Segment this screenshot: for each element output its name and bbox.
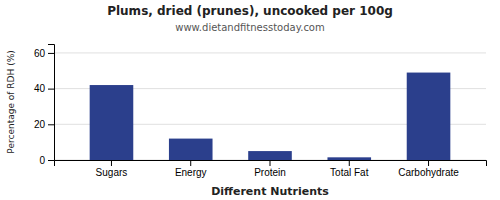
x-tick-mark	[111, 160, 112, 166]
x-tick-mark	[428, 160, 429, 166]
x-tick-label: Carbohydrate	[398, 167, 459, 178]
bar	[327, 157, 371, 160]
plot: Sugars Energy Protein Total Fat Carbohydrate…	[34, 45, 487, 179]
grid-line	[54, 52, 486, 53]
x-tick-label: Sugars	[96, 167, 128, 178]
subtitle: www.dietandfitnesstoday.com	[175, 22, 324, 33]
x-tick-label: Protein	[254, 167, 286, 178]
bar	[169, 139, 213, 160]
bar	[407, 73, 451, 160]
title: Plums, dried (prunes), uncooked per 100g	[107, 4, 393, 18]
y-tick: 0	[39, 155, 54, 166]
x-tick: Sugars	[96, 160, 128, 178]
x-tick-mark	[190, 160, 191, 166]
y-tick-mark	[48, 124, 54, 125]
y-tick: 40	[34, 83, 54, 94]
y-tick-label: 40	[34, 83, 46, 94]
x-tick: Carbohydrate	[398, 160, 459, 178]
y-axis: 0 20 40 60	[34, 45, 55, 166]
y-tick-mark	[48, 89, 54, 90]
y-tick-mark	[48, 53, 54, 54]
x-tick: Protein	[254, 160, 286, 178]
bar	[248, 151, 292, 160]
x-tick-label: Energy	[175, 167, 207, 178]
chart: Plums, dried (prunes), uncooked per 100g…	[0, 0, 500, 200]
x-tick-mark	[270, 160, 271, 166]
y-tick-mark	[48, 160, 54, 161]
grid	[54, 53, 486, 160]
y-tick: 20	[34, 119, 54, 130]
y-tick-label: 20	[34, 119, 46, 130]
x-axis: Sugars Energy Protein Total Fat Carbohydrate	[55, 160, 487, 178]
x-tick-mark	[349, 160, 350, 166]
y-axis-title: Percentage of RDH (%)	[6, 50, 16, 153]
y-tick-label: 60	[34, 48, 46, 59]
x-axis-line	[55, 161, 487, 167]
y-tick: 60	[34, 48, 54, 59]
x-axis-title: Different Nutrients	[211, 185, 329, 198]
bar	[90, 85, 134, 160]
x-tick: Total Fat	[330, 160, 369, 178]
x-tick: Energy	[175, 160, 207, 178]
y-axis-line	[48, 45, 55, 161]
bars	[90, 73, 451, 160]
y-tick-label: 0	[39, 155, 45, 166]
x-tick-label: Total Fat	[330, 167, 369, 178]
